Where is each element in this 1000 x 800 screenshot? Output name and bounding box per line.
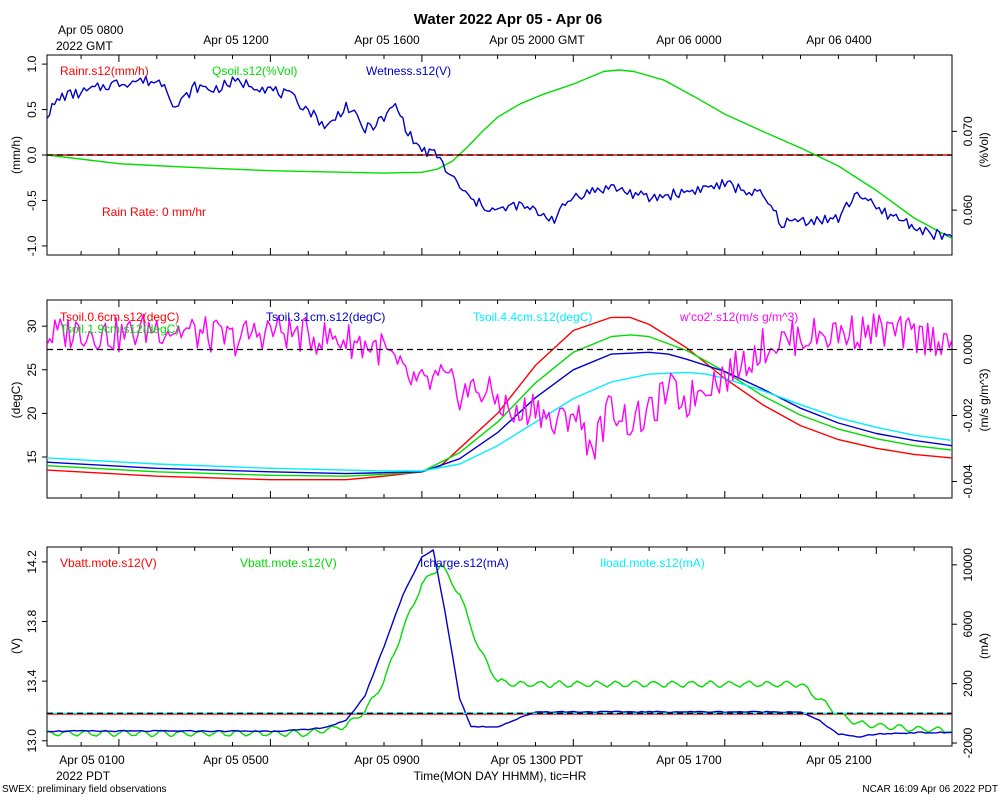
series-line-icharge-s12-ma-2	[47, 549, 952, 738]
y-tick-label-left: -0.5	[25, 190, 39, 211]
panel-power-left-axis-label: (V)	[9, 638, 23, 654]
top-axis-label: Apr 05 1200	[203, 33, 269, 47]
bottom-axis-label: Apr 05 0900	[354, 753, 420, 767]
y-tick-label-right: 10000	[961, 548, 975, 582]
top-axis-label: Apr 06 0400	[806, 33, 872, 47]
legend-rainr: Rainr.s12(mm/h)	[60, 64, 149, 78]
y-tick-label-right: 2000	[961, 670, 975, 697]
y-tick-label-left: -1.0	[25, 235, 39, 256]
legend-wetness: Wetness.s12(V)	[366, 64, 451, 78]
rain-rate-annotation: Rain Rate: 0 mm/hr	[102, 205, 206, 219]
panel-power-right-axis-label: (mA)	[977, 633, 991, 659]
panel-soil-temp-frame	[46, 299, 953, 499]
panel-power-series	[47, 549, 952, 738]
series-line-tsoil-0-6cm-s12-degc-0	[47, 316, 952, 481]
top-axis-label: Apr 05 1600	[354, 33, 420, 47]
y-tick-label-right: -2000	[961, 727, 975, 758]
y-tick-label-left: 30	[25, 319, 39, 333]
series-line-qsoil-s12-vol-1	[47, 69, 952, 240]
top-axis-label: Apr 06 0000	[656, 33, 722, 47]
bottom-axis-label: Apr 05 1700	[656, 753, 722, 767]
y-tick-label-right: 6000	[961, 611, 975, 638]
x-axis-title: Time(MON DAY HHMM), tic=HR	[414, 769, 587, 783]
axis-ticks: 1.0 0.5 0.0 -0.5 -1.0 0.070 0.060 30 25 20 15 0.000…	[25, 55, 975, 758]
series-line-tsoil-3-1cm-s12-degc-2	[47, 351, 952, 475]
y-tick-label-right: 0.070	[961, 116, 975, 146]
bottom-axis-label: Apr 05 2100	[806, 753, 872, 767]
series-line-tsoil-4-4cm-s12-degc-3	[47, 371, 952, 472]
legend-tsoil-4-4: Tsoil.4.4cm.s12(degC)	[473, 310, 592, 324]
top-axis-first-label: Apr 05 0800	[58, 23, 124, 37]
legend-tsoil-1-9: Tsoil.1.9cm.s12(degC)	[60, 322, 179, 336]
series-line-tsoil-1-9cm-s12-degc-1	[47, 334, 952, 477]
legend-tsoil-0-6: Tsoil.0.6cm.s12(degC)	[60, 310, 179, 324]
bottom-axis-label: Apr 05 1300 PDT	[491, 753, 584, 767]
legend-vbatt-red: Vbatt.mote.s12(V)	[60, 556, 157, 570]
bottom-axis-year-label: 2022 PDT	[56, 769, 111, 783]
panel-soil-temp-right-axis-label: (m/s g/m^3)	[977, 369, 991, 432]
panel-soil-temp-left-axis-label: (degC)	[9, 382, 23, 419]
y-tick-label-right: 0.000	[961, 334, 975, 364]
y-tick-label-left: 0.5	[25, 101, 39, 118]
series-line-w-co2-s12-m-s-g-m-3-4	[47, 313, 952, 460]
legend-wco2: w'co2'.s12(m/s g/m^3)	[679, 310, 798, 324]
y-tick-label-left: 13.8	[25, 609, 39, 633]
footer-left-note: SWEX: preliminary field observations	[2, 784, 167, 795]
bottom-axis-label: Apr 05 0500	[203, 753, 269, 767]
y-tick-label-left: 15	[25, 450, 39, 464]
panel-water-right-axis-label: (%Vol)	[977, 132, 991, 167]
y-tick-label-right: -0.002	[961, 398, 975, 432]
chart-title: Water 2022 Apr 05 - Apr 06	[414, 11, 602, 28]
y-tick-label-left: 1.0	[25, 55, 39, 72]
legend-iload: Iload.mote.s12(mA)	[600, 556, 705, 570]
panel-power-frame	[46, 546, 953, 747]
bottom-axis-label: Apr 05 0100	[59, 753, 125, 767]
legend-qsoil: Qsoil.s12(%Vol)	[212, 64, 297, 78]
top-axis-first-label-year: 2022 GMT	[56, 39, 113, 53]
series-line-wetness-s12-v-2	[47, 75, 952, 241]
y-tick-label-right: -0.004	[961, 464, 975, 498]
legend-icharge: Icharge.s12(mA)	[420, 556, 509, 570]
panel-water-series	[47, 69, 952, 241]
y-tick-label-left: 13.4	[25, 669, 39, 693]
top-axis-label: Apr 05 2000 GMT	[489, 33, 585, 47]
legend-tsoil-3-1: Tsoil.3.1cm.s12(degC)	[266, 310, 385, 324]
footer-right-note: NCAR 16:09 Apr 06 2022 PDT	[862, 784, 998, 795]
y-tick-label-left: 20	[25, 406, 39, 420]
y-tick-label-left: 14.2	[25, 550, 39, 574]
y-tick-label-right: 0.060	[961, 195, 975, 225]
y-tick-label-left: 25	[25, 363, 39, 377]
legend-vbatt-green: Vbatt.mote.s12(V)	[240, 556, 337, 570]
panel-water-left-axis-label: (mm/h)	[9, 136, 23, 174]
y-tick-label-left: 13.0	[25, 729, 39, 753]
panel-soil-temp-series	[47, 313, 952, 481]
y-tick-label-left: 0.0	[25, 146, 39, 163]
